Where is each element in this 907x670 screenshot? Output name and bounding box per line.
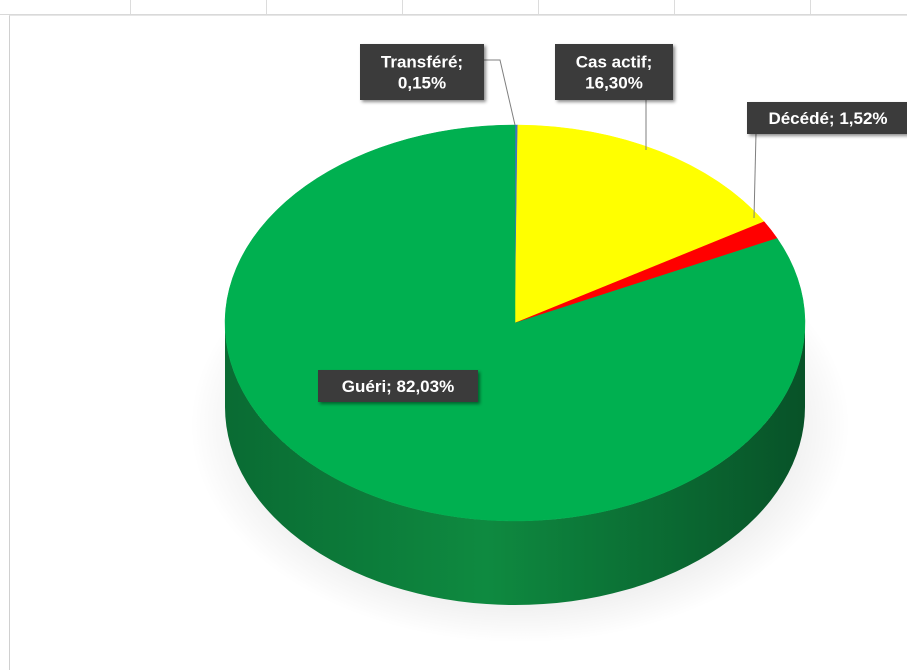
pie-slice-gueri[interactable]: [224, 124, 806, 522]
data-label-text-gueri: Guéri; 82,03%: [342, 377, 454, 396]
data-label-text-transfere: Transféré;: [381, 53, 463, 72]
data-label-box-decede: [747, 102, 907, 134]
leader-line-decede: [753, 132, 757, 219]
data-label-text-cas-actif: 16,30%: [585, 74, 643, 93]
data-label-box-transfere: [360, 44, 484, 100]
data-label-decede: Décédé; 1,52%: [747, 102, 907, 134]
pie-slice-cas-actif[interactable]: [514, 124, 765, 324]
data-label-text-cas-actif: Cas actif;: [576, 53, 653, 72]
spreadsheet-column-strip: [0, 0, 907, 15]
data-label-transfere: Transféré; 0,15%: [360, 44, 484, 100]
data-label-box-cas-actif: [555, 44, 673, 100]
data-label-gueri: Guéri; 82,03%: [318, 370, 478, 402]
data-label-cas-actif: Cas actif; 16,30%: [555, 44, 673, 100]
data-label-text-transfere: 0,15%: [398, 74, 446, 93]
leader-line-transfere: [482, 59, 516, 126]
pie-side-gueri: [225, 323, 805, 605]
data-label-text-decede: Décédé; 1,52%: [768, 109, 887, 128]
data-label-box-gueri: [318, 370, 478, 402]
